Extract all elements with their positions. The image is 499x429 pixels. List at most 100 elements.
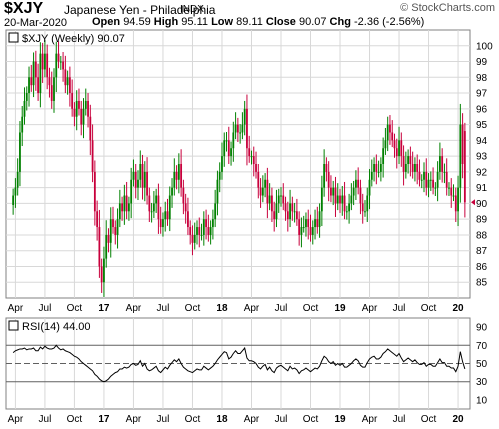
price-bar-body bbox=[148, 195, 151, 212]
price-bar-body bbox=[298, 219, 301, 235]
price-bar-body bbox=[175, 171, 178, 180]
rsi-x-tick-label: Jul bbox=[275, 414, 288, 425]
price-bar-body bbox=[198, 227, 201, 235]
price-bar-body bbox=[53, 77, 55, 101]
price-bar-body bbox=[289, 203, 291, 220]
rsi-line bbox=[12, 344, 466, 383]
open-label: Open bbox=[92, 16, 121, 28]
price-x-tick-label: Apr bbox=[362, 303, 378, 314]
rsi-x-tick-label: Oct bbox=[185, 414, 201, 425]
price-bar-body bbox=[193, 234, 196, 243]
price-bar-body bbox=[400, 140, 403, 157]
price-bar-body bbox=[155, 195, 158, 204]
price-bar-body bbox=[395, 148, 398, 157]
price-y-tick-label: 100 bbox=[476, 41, 493, 52]
price-bar-body bbox=[454, 195, 457, 212]
price-x-tick-label: Oct bbox=[185, 303, 201, 314]
price-y-tick-label: 85 bbox=[476, 278, 488, 289]
price-bar-body bbox=[134, 171, 137, 188]
price-y-tick-label: 96 bbox=[476, 104, 488, 115]
price-bar-body bbox=[309, 227, 312, 235]
price-bar-body bbox=[241, 124, 244, 133]
price-bar-body bbox=[182, 187, 185, 204]
rsi-x-axis: Apr Jul Oct 17 Apr Jul Oct 18 Apr Jul Oct 19 Apr Jul O… bbox=[8, 414, 464, 425]
price-bar-body bbox=[391, 132, 394, 141]
price-panel-frame bbox=[5, 29, 471, 299]
price-bar-body bbox=[227, 140, 230, 157]
rsi-legend-swatch bbox=[8, 320, 19, 331]
price-bar-body bbox=[62, 61, 64, 70]
price-bar-body bbox=[261, 187, 264, 196]
high-value: 95.11 bbox=[181, 16, 209, 28]
price-bar-body bbox=[200, 234, 203, 236]
price-bar-body bbox=[234, 124, 237, 133]
price-x-tick-label: 19 bbox=[334, 303, 346, 314]
price-bar-body bbox=[107, 234, 110, 243]
rsi-x-tick-label: 18 bbox=[216, 414, 228, 425]
price-bar-body bbox=[146, 171, 148, 196]
price-bar-body bbox=[89, 116, 92, 141]
quote-date: 20-Mar-2020 bbox=[4, 17, 67, 29]
chg-label: Chg bbox=[329, 16, 351, 28]
price-bar-body bbox=[248, 148, 251, 157]
price-bar-body bbox=[386, 124, 389, 141]
price-bar-body bbox=[75, 100, 78, 117]
rsi-y-tick-label: 10 bbox=[476, 395, 488, 406]
price-bar-body bbox=[293, 211, 296, 213]
price-bar-body bbox=[445, 171, 448, 188]
price-bar-body bbox=[407, 156, 410, 164]
price-bar-body bbox=[259, 187, 262, 196]
price-bar-body bbox=[109, 219, 112, 243]
price-bar-body bbox=[225, 140, 228, 142]
rsi-x-tick-label: 17 bbox=[98, 414, 110, 425]
price-bar-body bbox=[368, 179, 371, 196]
rsi-x-tick-label: 19 bbox=[334, 414, 346, 425]
price-bar-body bbox=[141, 164, 144, 188]
price-bar-body bbox=[166, 211, 169, 220]
price-bar-body bbox=[132, 171, 135, 180]
price-bar-body bbox=[12, 195, 15, 205]
price-bar-body bbox=[218, 171, 221, 180]
price-bar-body bbox=[139, 164, 142, 180]
rsi-x-tick-label: Apr bbox=[244, 414, 260, 425]
price-bar-body bbox=[443, 171, 446, 173]
price-bar-body bbox=[103, 258, 105, 283]
price-bar-body bbox=[41, 53, 44, 70]
price-bar-body bbox=[232, 132, 235, 149]
close-price-marker bbox=[471, 199, 475, 206]
price-bar-body bbox=[118, 203, 121, 220]
price-y-tick-label: 97 bbox=[476, 89, 488, 100]
price-bar-body bbox=[246, 108, 248, 149]
price-y-tick-label: 88 bbox=[476, 230, 488, 241]
price-bar-body bbox=[205, 219, 207, 228]
price-bar-body bbox=[59, 61, 62, 63]
price-bar-body bbox=[82, 108, 85, 125]
price-bar-body bbox=[80, 108, 83, 125]
price-bar-body bbox=[300, 227, 303, 235]
rsi-y-axis: 10 30 50 70 90 bbox=[476, 323, 488, 407]
price-bar-body bbox=[55, 53, 58, 78]
price-bar-body bbox=[320, 187, 323, 212]
chg-value: -2.36 (-2.56%) bbox=[354, 16, 425, 28]
price-bar-body bbox=[23, 100, 26, 117]
price-bar-body bbox=[21, 116, 24, 133]
price-bar-body bbox=[19, 132, 21, 172]
price-bar-body bbox=[143, 171, 146, 188]
rsi-panel: 10 30 50 70 90 RSI(14) 44.00 bbox=[5, 317, 488, 410]
price-bars bbox=[12, 40, 466, 297]
price-bar-body bbox=[404, 164, 407, 172]
price-bar-body bbox=[459, 124, 462, 188]
close-label: Close bbox=[265, 16, 296, 28]
price-bar-body bbox=[211, 219, 214, 228]
price-bar-body bbox=[359, 187, 362, 204]
price-bar-body bbox=[348, 203, 351, 212]
rsi-legend-text: RSI(14) 44.00 bbox=[22, 321, 90, 333]
price-bar-body bbox=[316, 219, 319, 228]
price-x-tick-label: Oct bbox=[67, 303, 83, 314]
price-bar-body bbox=[389, 124, 391, 133]
price-bar-body bbox=[14, 187, 17, 196]
price-bar-body bbox=[282, 195, 285, 204]
rsi-reference-lines bbox=[6, 344, 470, 383]
price-bar-body bbox=[452, 195, 455, 197]
price-bar-body bbox=[463, 131, 466, 203]
